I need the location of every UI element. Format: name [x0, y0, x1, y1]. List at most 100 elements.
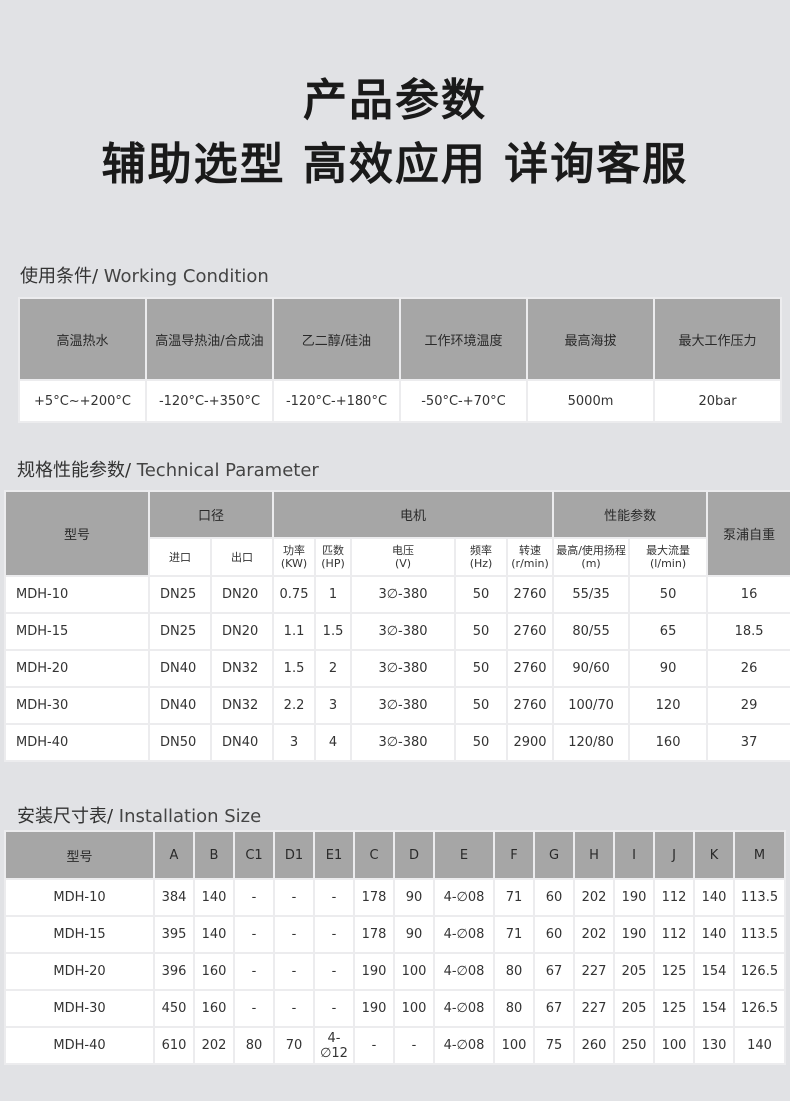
- table-cell: 37: [708, 725, 790, 760]
- table-cell: 71: [495, 917, 533, 952]
- table-row: MDH-20 DN40 DN32 1.5 2 3∅-380 50 2760 90/60 90 26: [6, 651, 790, 686]
- table-cell: MDH-30: [6, 688, 148, 723]
- table-cell: 190: [615, 917, 653, 952]
- table-cell: -: [275, 880, 313, 915]
- table-cell: 75: [535, 1028, 573, 1063]
- table-cell: 160: [195, 991, 233, 1026]
- sub-header: 频率 (Hz): [456, 539, 507, 575]
- section-title-working: 使用条件/ Working Condition: [20, 262, 269, 288]
- table-cell: 395: [155, 917, 193, 952]
- table-cell: 125: [655, 954, 693, 989]
- table-cell: MDH-10: [6, 880, 153, 915]
- column-header: D1: [275, 832, 313, 878]
- sub-header: 最大流量 (l/min): [630, 539, 707, 575]
- table-cell: -: [235, 991, 273, 1026]
- table-row: MDH-30 DN40 DN32 2.2 3 3∅-380 50 2760 100/70 120 2…: [6, 688, 790, 723]
- column-header: B: [195, 832, 233, 878]
- table-cell: 140: [695, 917, 733, 952]
- column-header: 工作环境温度: [401, 299, 526, 379]
- table-cell: -: [315, 880, 353, 915]
- column-header: C: [355, 832, 393, 878]
- table-cell: 4-∅08: [435, 1028, 493, 1063]
- table-cell: 154: [695, 954, 733, 989]
- table-cell: 0.75: [274, 577, 315, 612]
- table-cell: DN20: [212, 614, 273, 649]
- sub-header: 最高/使用扬程 (m): [554, 539, 629, 575]
- table-cell: MDH-40: [6, 1028, 153, 1063]
- table-cell: 3∅-380: [352, 688, 455, 723]
- title-en: Working Condition: [98, 266, 269, 287]
- table-cell: -: [315, 954, 353, 989]
- table-cell: 2: [316, 651, 351, 686]
- table-cell: 202: [575, 917, 613, 952]
- table-cell: 50: [630, 577, 707, 612]
- table-cell: 60: [535, 917, 573, 952]
- table-cell: DN25: [150, 614, 210, 649]
- table-cell: MDH-30: [6, 991, 153, 1026]
- table-cell: 610: [155, 1028, 193, 1063]
- table-cell: MDH-15: [6, 917, 153, 952]
- table-cell: 125: [655, 991, 693, 1026]
- table-cell: 20bar: [655, 381, 780, 421]
- table-cell: -: [275, 954, 313, 989]
- table-cell: 80/55: [554, 614, 629, 649]
- table-cell: -50°C-+70°C: [401, 381, 526, 421]
- table-cell: 50: [456, 577, 507, 612]
- column-header: G: [535, 832, 573, 878]
- table-cell: 4-∅08: [435, 917, 493, 952]
- table-cell: 202: [575, 880, 613, 915]
- title-en: Installation Size: [113, 806, 262, 827]
- table-cell: 190: [355, 991, 393, 1026]
- table-cell: 3∅-380: [352, 651, 455, 686]
- table-cell: 2760: [508, 614, 553, 649]
- table-cell: +5°C~+200°C: [20, 381, 145, 421]
- sub-header: 转速 (r/min): [508, 539, 553, 575]
- table-cell: 50: [456, 614, 507, 649]
- sub-header: 出口: [212, 539, 273, 575]
- table-cell: 1.5: [316, 614, 351, 649]
- table-cell: 202: [195, 1028, 233, 1063]
- column-header: 高温导热油/合成油: [147, 299, 272, 379]
- sub-header: 匹数 (HP): [316, 539, 351, 575]
- table-cell: DN40: [150, 651, 210, 686]
- table-cell: 100: [655, 1028, 693, 1063]
- sub-header: 电压 (V): [352, 539, 455, 575]
- table-cell: 2760: [508, 688, 553, 723]
- table-cell: 60: [535, 880, 573, 915]
- table-cell: 4-∅08: [435, 880, 493, 915]
- table-cell: 126.5: [735, 991, 784, 1026]
- table-cell: 16: [708, 577, 790, 612]
- table-cell: 227: [575, 954, 613, 989]
- working-condition-table: 高温热水 高温导热油/合成油 乙二醇/硅油 工作环境温度 最高海拔 最大工作压力 +5°C…: [18, 297, 782, 423]
- column-header: 乙二醇/硅油: [274, 299, 399, 379]
- table-cell: DN32: [212, 688, 273, 723]
- column-header: 最高海拔: [528, 299, 653, 379]
- page-subtitle: 辅助选型 高效应用 详询客服: [101, 139, 689, 190]
- table-cell: 2.2: [274, 688, 315, 723]
- sub-header: 功率 (KW): [274, 539, 315, 575]
- column-header: A: [155, 832, 193, 878]
- table-cell: 450: [155, 991, 193, 1026]
- table-cell: 154: [695, 991, 733, 1026]
- table-cell: 67: [535, 991, 573, 1026]
- table-cell: 120: [630, 688, 707, 723]
- column-header: 高温热水: [20, 299, 145, 379]
- installation-table: 型号 A B C1 D1 E1 C D E F G H I J K M MDH-10 384 140- - -178 9…: [4, 830, 786, 1065]
- table-cell: 4-∅08: [435, 991, 493, 1026]
- table-cell: -: [315, 991, 353, 1026]
- table-cell: -: [275, 991, 313, 1026]
- table-cell: 205: [615, 954, 653, 989]
- table-cell: 160: [195, 954, 233, 989]
- column-header: M: [735, 832, 784, 878]
- column-header: E: [435, 832, 493, 878]
- table-cell: -120°C-+180°C: [274, 381, 399, 421]
- column-header: K: [695, 832, 733, 878]
- table-cell: 90: [395, 880, 433, 915]
- table-cell: 3∅-380: [352, 614, 455, 649]
- table-cell: 90/60: [554, 651, 629, 686]
- table-cell: DN50: [150, 725, 210, 760]
- table-cell: -: [235, 880, 273, 915]
- table-cell: 1.1: [274, 614, 315, 649]
- table-cell: 100/70: [554, 688, 629, 723]
- column-header: E1: [315, 832, 353, 878]
